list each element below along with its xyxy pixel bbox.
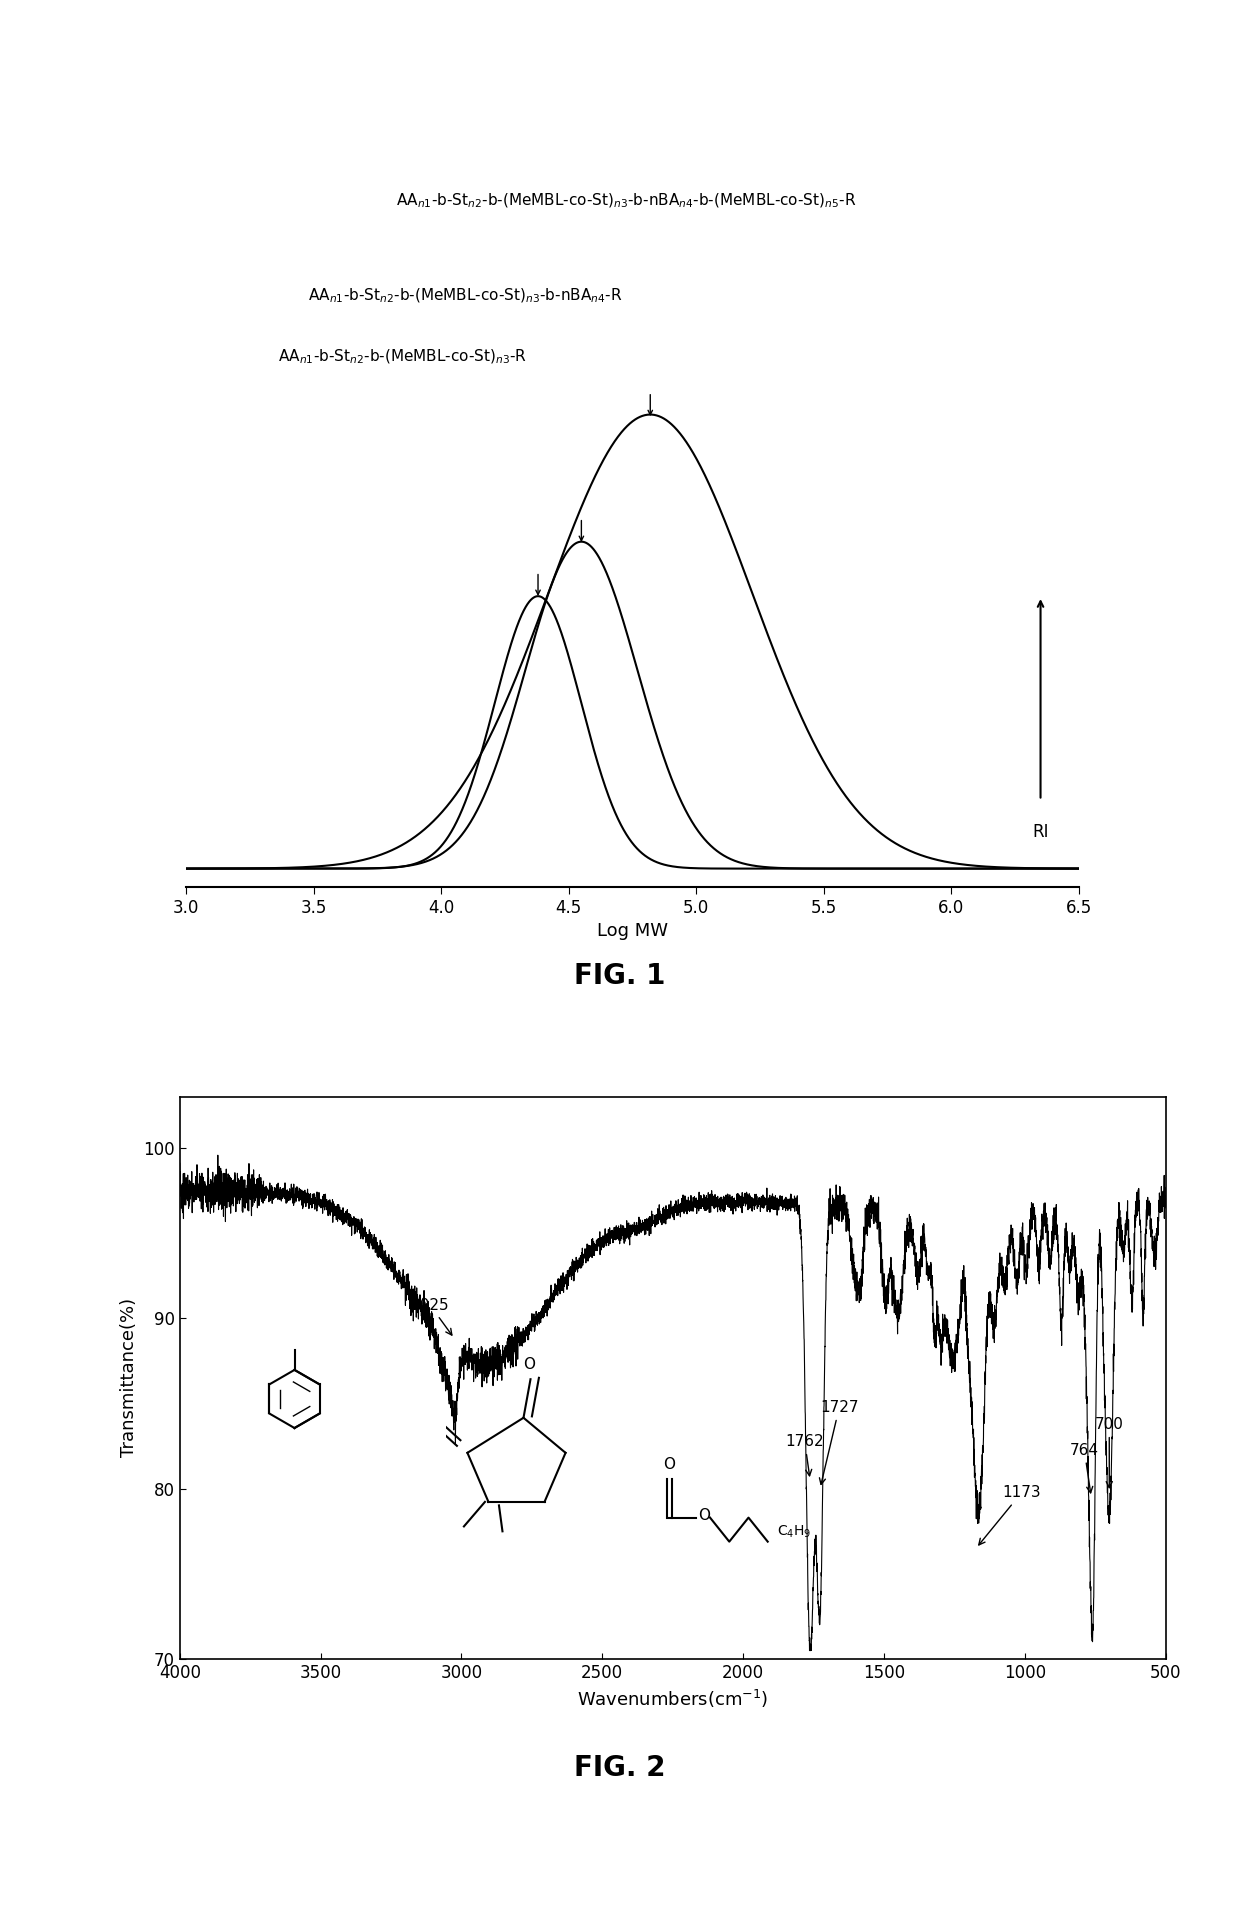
Text: O: O [698,1508,711,1522]
Text: FIG. 2: FIG. 2 [574,1754,666,1781]
Text: FIG. 1: FIG. 1 [574,963,666,990]
Text: AA$_{n1}$-b-St$_{n2}$-b-(MeMBL-co-St)$_{n3}$-b-nBA$_{n4}$-b-(MeMBL-co-St)$_{n5}$: AA$_{n1}$-b-St$_{n2}$-b-(MeMBL-co-St)$_{… [396,191,857,210]
Y-axis label: Transmittance(%): Transmittance(%) [120,1299,138,1457]
Text: 3025: 3025 [410,1297,451,1335]
Text: RI: RI [1032,824,1049,841]
Text: 1173: 1173 [978,1486,1040,1545]
X-axis label: Log MW: Log MW [596,923,668,940]
Text: 764: 764 [1070,1442,1099,1493]
Text: AA$_{n1}$-b-St$_{n2}$-b-(MeMBL-co-St)$_{n3}$-b-nBA$_{n4}$-R: AA$_{n1}$-b-St$_{n2}$-b-(MeMBL-co-St)$_{… [308,286,622,305]
Text: 700: 700 [1095,1417,1123,1487]
Text: 1762: 1762 [785,1434,825,1476]
Text: C$_4$H$_9$: C$_4$H$_9$ [777,1524,812,1541]
Text: AA$_{n1}$-b-St$_{n2}$-b-(MeMBL-co-St)$_{n3}$-R: AA$_{n1}$-b-St$_{n2}$-b-(MeMBL-co-St)$_{… [279,347,527,366]
Text: O: O [523,1358,536,1373]
Text: O: O [663,1457,676,1472]
Text: 1727: 1727 [820,1400,858,1484]
X-axis label: Wavenumbers(cm$^{-1}$): Wavenumbers(cm$^{-1}$) [577,1688,769,1709]
